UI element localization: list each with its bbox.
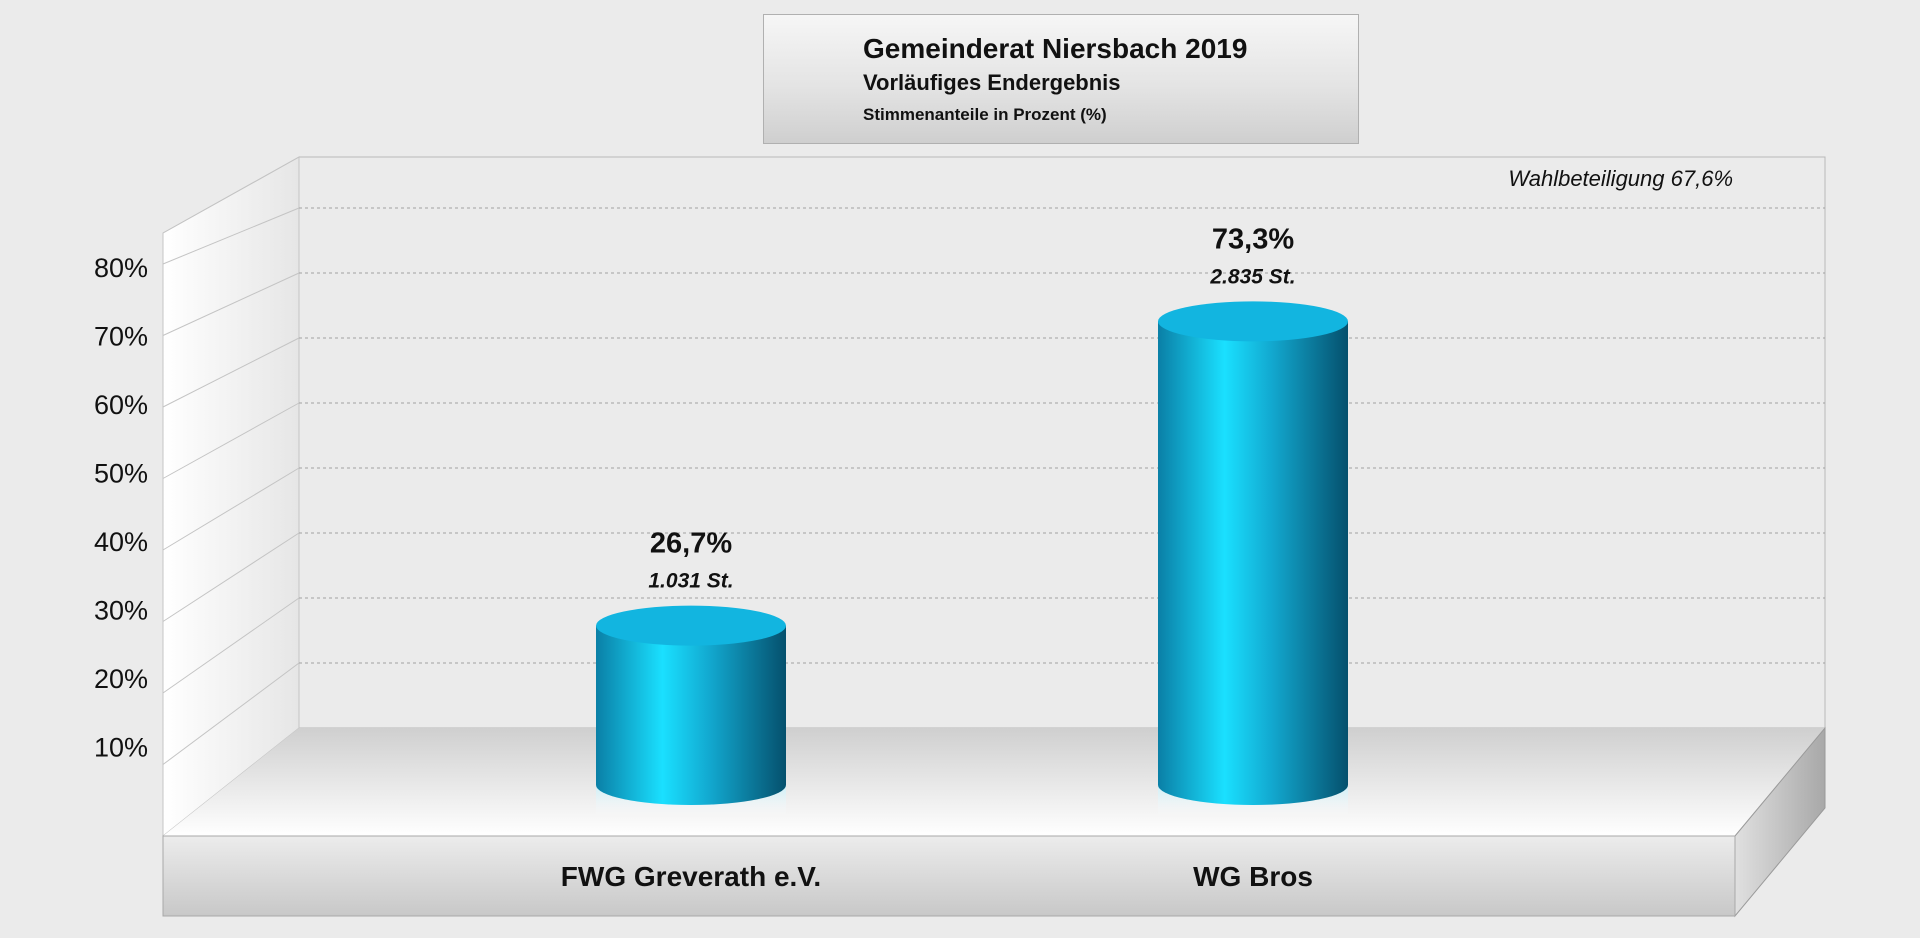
chart-left-wall [162, 156, 300, 838]
ytick-label: 50% [94, 459, 148, 489]
chart-units-label: Stimmenanteile in Prozent (%) [863, 105, 1107, 124]
category-label: FWG Greverath e.V. [561, 861, 821, 892]
wall-top-edge [162, 156, 300, 234]
wall-gridline-50 [162, 402, 300, 479]
wall-gridline-30 [162, 532, 300, 622]
category-label: WG Bros [1193, 861, 1313, 892]
ytick-label: 40% [94, 527, 148, 557]
wall-gridline-60 [162, 337, 300, 408]
bar-value-label: 73,3% [1212, 223, 1294, 255]
bar-votes-label: 2.835 St. [1209, 265, 1295, 288]
ytick-label: 60% [94, 390, 148, 420]
bar-value-label: 26,7% [650, 528, 732, 560]
chart-base-front [162, 835, 1736, 917]
wall-gridline-40 [162, 467, 300, 551]
chart-floor [163, 728, 1825, 836]
turnout-annotation: Wahlbeteiligung 67,6% [1508, 166, 1733, 191]
bar-top [1158, 301, 1348, 342]
wall-gridline-20 [162, 597, 300, 694]
wall-gridline-70 [162, 272, 300, 336]
ytick-label: 30% [94, 596, 148, 626]
ytick-label: 20% [94, 664, 148, 694]
wall-gridline-80 [162, 207, 300, 265]
chart-subtitle: Vorläufiges Endergebnis [863, 70, 1121, 95]
ytick-label: 70% [94, 322, 148, 352]
chart-title: Gemeinderat Niersbach 2019 [863, 33, 1248, 64]
bar-votes-label: 1.031 St. [648, 570, 733, 593]
ytick-label: 10% [94, 733, 148, 763]
bar-cylinder [1158, 321, 1348, 805]
bar-top [596, 605, 786, 646]
wall-gridline-10 [162, 662, 300, 765]
title-box: Gemeinderat Niersbach 2019 Vorläufiges E… [763, 14, 1359, 144]
ytick-label: 80% [94, 253, 148, 283]
chart-back-wall [298, 156, 1826, 729]
bar-cylinder [596, 625, 786, 805]
